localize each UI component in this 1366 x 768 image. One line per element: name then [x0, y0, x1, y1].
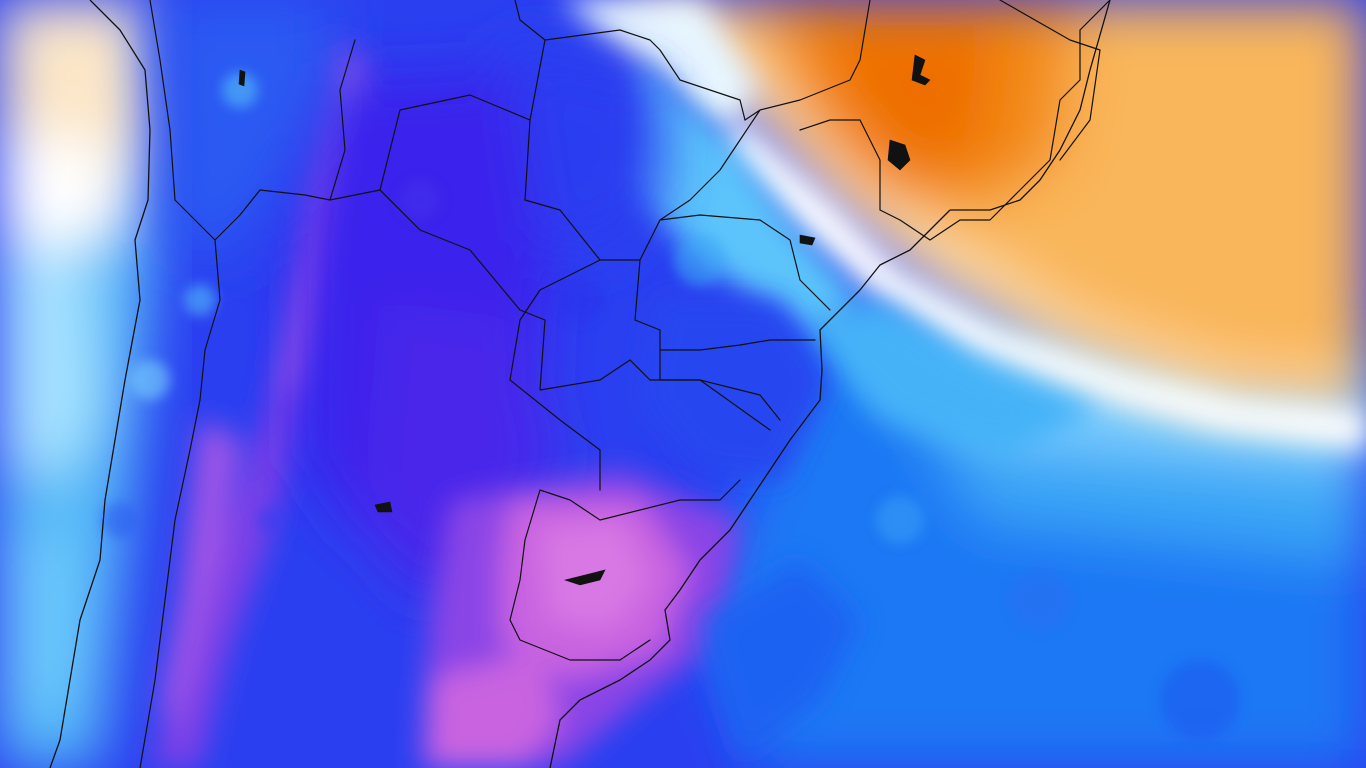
argentina-paraguay-border	[379, 189, 631, 391]
field-interior-cold	[160, 0, 660, 600]
ne-coastline	[950, 0, 1111, 211]
atlantic-coastline	[549, 209, 951, 768]
lake-coastal	[799, 234, 816, 246]
lake-northeast	[911, 54, 931, 86]
lake-west	[374, 501, 393, 513]
field-neutral-band	[560, 0, 1366, 450]
chile-coastline	[49, 0, 151, 768]
field-coastal-blue	[640, 300, 860, 760]
bolivia-paraguay-border	[329, 94, 601, 381]
field-cyan-transition	[620, 60, 1100, 460]
field-speckles	[102, 72, 1240, 740]
lake-chile	[238, 69, 246, 87]
argentina-interior-border	[509, 359, 771, 491]
political-borders	[49, 0, 1111, 768]
field-pacific-west	[0, 0, 160, 768]
andes-border	[139, 0, 356, 768]
lake-central	[887, 139, 911, 171]
lake-south	[563, 569, 606, 586]
paraguay-brazil-border	[514, 0, 746, 121]
uruguay-border	[509, 479, 741, 661]
